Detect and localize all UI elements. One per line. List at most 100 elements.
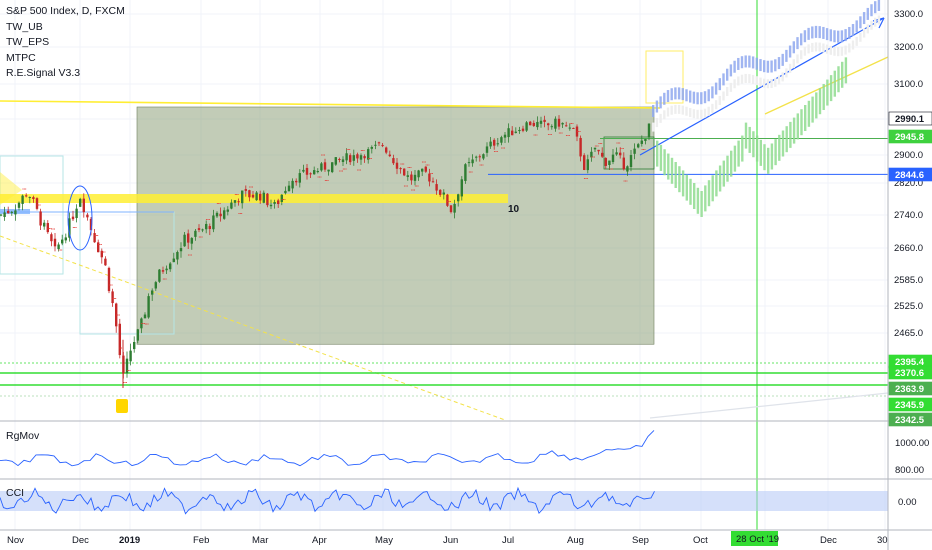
candle: [374, 140, 377, 150]
candle-body: [511, 130, 514, 136]
candle: [529, 120, 532, 126]
y-tick-0: 3300.0: [894, 9, 923, 20]
candle: [205, 220, 208, 234]
candle-body: [392, 158, 395, 164]
proj-white-bar: [652, 122, 655, 132]
proj-blue-bar: [785, 49, 788, 62]
signal-dot: •••: [620, 145, 625, 150]
cci-line: [0, 486, 655, 515]
candle: [511, 126, 514, 136]
candle: [46, 220, 49, 234]
proj-green-bar: [715, 170, 718, 197]
proj-green-bar: [704, 185, 707, 212]
signal-dot: •••: [58, 247, 63, 252]
candle-body: [323, 162, 327, 170]
candle-body: [71, 216, 75, 220]
candle: •••: [415, 169, 420, 188]
candle: •••: [199, 228, 204, 239]
proj-blue-bar: [692, 91, 696, 104]
proj-white-bar: [777, 75, 781, 85]
candle: [392, 154, 395, 166]
candle-body: [467, 162, 471, 164]
proj-blue-bar: [655, 100, 659, 113]
chart-title: S&P 500 Index, D, FXCM: [6, 5, 125, 17]
proj-blue-bar: [814, 25, 818, 38]
proj-green-bar: [781, 130, 785, 157]
candle-body: [579, 137, 582, 157]
candle: •••: [584, 154, 589, 180]
proj-blue-bar: [670, 88, 673, 101]
proj-green-bar: [678, 166, 681, 193]
proj-blue-bar: [689, 90, 692, 103]
candle: [17, 201, 21, 211]
proj-white-bar: [796, 54, 799, 64]
yellow-support-band: [0, 194, 508, 203]
proj-blue-bar: [848, 26, 851, 39]
proj-blue-bar: [800, 33, 803, 46]
candle: •••: [206, 217, 211, 236]
proj-green-bar: [822, 84, 825, 110]
signal-dot: •••: [415, 183, 420, 188]
signal-dot: •••: [339, 168, 344, 173]
price-label-text: 2945.8: [895, 132, 924, 143]
candle: [179, 242, 183, 258]
proj-blue-bar: [811, 26, 814, 39]
proj-blue-bar: [792, 41, 795, 54]
proj-green-bar: [700, 191, 703, 217]
candle-body: [28, 196, 31, 198]
candle-body: [453, 203, 456, 213]
signal-dot: •••: [566, 133, 571, 138]
indicator-mtpc[interactable]: MTPC: [6, 51, 36, 64]
proj-white-bar: [866, 24, 869, 34]
candle: [539, 116, 543, 128]
candle-body: [86, 214, 89, 218]
x-tick-4: Mar: [252, 535, 268, 546]
candle: [10, 210, 13, 216]
proj-blue-bar: [859, 16, 862, 29]
proj-green-bar: [752, 131, 755, 158]
candle: [435, 179, 438, 195]
candle: •••: [73, 204, 78, 229]
legend: S&P 500 Index, D, FXCM TW_UB TW_EPS MTPC…: [6, 4, 125, 82]
signal-dot: •••: [51, 226, 56, 231]
candle-body: [143, 314, 147, 319]
indicator-tw-ub[interactable]: TW_UB: [6, 20, 43, 33]
candle-body: [14, 210, 17, 215]
indicator-re-signal[interactable]: R.E.Signal V3.3: [6, 67, 81, 79]
candle: •••: [422, 159, 427, 173]
candle-body: [521, 128, 525, 131]
candle: [475, 155, 478, 162]
candle: [194, 228, 197, 241]
signal-dot: •••: [145, 321, 150, 326]
signal-dot: •••: [321, 152, 326, 157]
proj-white-bar: [825, 44, 829, 54]
candle: [57, 242, 60, 252]
proj-green-bar: [833, 70, 836, 97]
candle-body: [215, 212, 219, 217]
signal-dot: •••: [37, 202, 42, 207]
signal-dot: •••: [199, 234, 204, 239]
proj-blue-bar: [766, 60, 770, 73]
proj-white-bar: [707, 106, 710, 116]
candle-body: [554, 118, 557, 129]
candle: •••: [281, 186, 287, 202]
y-tick-8: 2585.0: [894, 275, 923, 286]
proj-blue-bar: [877, 0, 881, 11]
crosshair-date-bg: [731, 531, 778, 546]
candle-body: [644, 138, 647, 141]
candle-body: [284, 190, 287, 194]
proj-white-bar: [692, 109, 696, 119]
candle: [169, 261, 172, 272]
candle-body: [82, 198, 85, 213]
price-label-text: 2844.6: [895, 170, 924, 181]
proj-blue-bar: [825, 28, 829, 41]
candle-body: [165, 268, 168, 271]
candle: [356, 152, 359, 163]
crosshair-date-text: 28 Oct '19: [736, 534, 779, 545]
proj-green-bar: [718, 165, 722, 192]
candle: [316, 168, 319, 174]
candle-body: [100, 250, 103, 258]
signal-dot: •••: [447, 198, 452, 203]
indicator-tw-eps[interactable]: TW_EPS: [6, 36, 50, 48]
